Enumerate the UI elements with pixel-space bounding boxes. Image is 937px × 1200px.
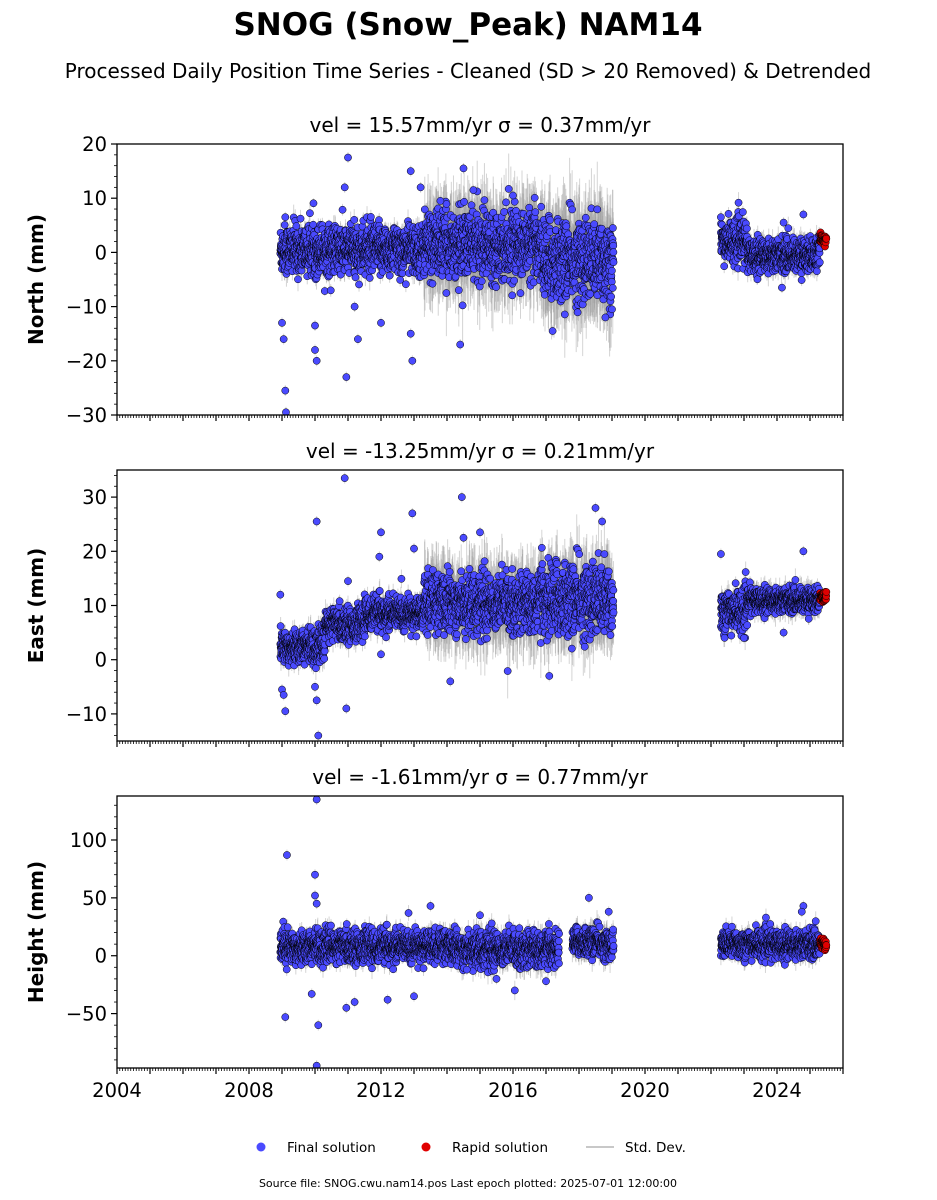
figure-title: SNOG (Snow_Peak) NAM14 [233, 7, 702, 43]
data-point [420, 205, 429, 214]
data-point [326, 286, 335, 295]
data-point [294, 275, 302, 284]
data-point [428, 279, 437, 288]
data-point [292, 222, 301, 230]
data-point [355, 280, 363, 289]
data-point [442, 289, 451, 297]
data-point [458, 301, 467, 310]
data-point [460, 198, 468, 206]
data-point [309, 199, 318, 208]
data-point [402, 280, 410, 289]
data-point [398, 269, 407, 278]
figure-subtitle: Processed Daily Position Time Series - C… [65, 59, 871, 83]
data-point [350, 215, 359, 224]
data-point [351, 273, 360, 282]
data-point [296, 214, 305, 223]
data-point [467, 201, 476, 210]
data-point [454, 286, 463, 294]
data-point [280, 221, 289, 229]
data-point [366, 213, 375, 221]
data-point [338, 205, 347, 214]
data-point [306, 209, 314, 218]
data-point [365, 274, 374, 282]
plot-area-1 [276, 152, 831, 415]
data-point [385, 271, 394, 280]
points-final-1 [276, 153, 824, 415]
